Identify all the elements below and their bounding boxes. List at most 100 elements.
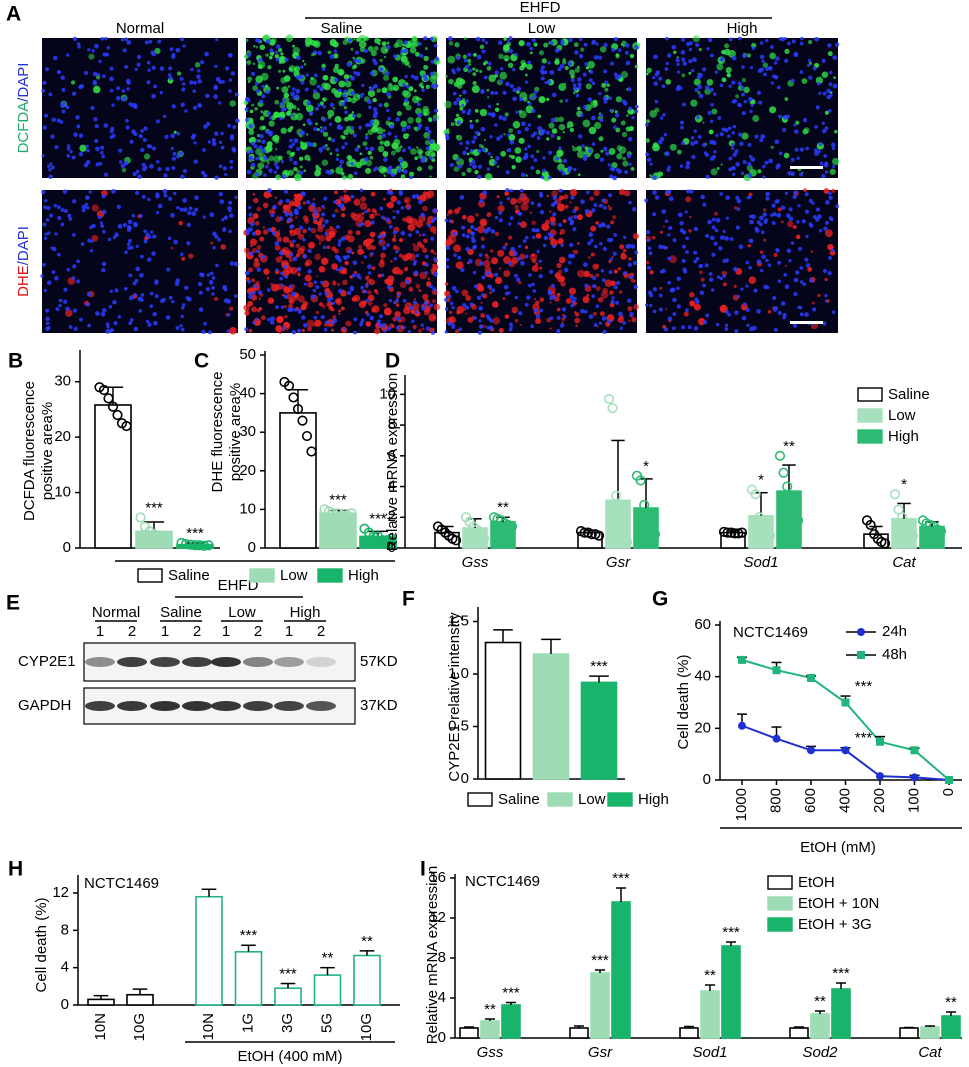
nucleus — [668, 225, 673, 231]
nucleus — [793, 123, 797, 127]
nucleus — [350, 194, 355, 199]
nucleus — [403, 98, 409, 103]
nucleus — [388, 224, 393, 229]
nucleus — [686, 189, 690, 194]
nucleus — [168, 76, 173, 81]
signal-speck — [345, 320, 352, 327]
nucleus — [263, 173, 267, 177]
signal-speck — [724, 48, 731, 56]
signal-speck — [365, 243, 373, 250]
nucleus — [164, 134, 169, 140]
nucleus — [490, 229, 496, 234]
nucleus — [597, 223, 603, 228]
nucleus — [602, 329, 607, 334]
signal-speck — [220, 244, 227, 250]
nucleus — [491, 288, 496, 293]
nucleus — [135, 190, 140, 195]
nucleus — [319, 128, 325, 134]
nucleus — [163, 173, 168, 178]
nucleus — [632, 207, 637, 212]
nucleus — [621, 99, 626, 104]
bar — [501, 1004, 521, 1039]
nucleus — [556, 328, 560, 333]
signal-speck — [392, 210, 395, 213]
data-point — [107, 401, 119, 412]
x-tick-label: 3G — [279, 1013, 296, 1033]
row-label-part: /DAPI — [15, 63, 32, 102]
nucleus — [63, 287, 68, 292]
signal-speck — [429, 175, 432, 178]
signal-speck — [282, 69, 286, 73]
nucleus — [209, 212, 215, 218]
nucleus — [328, 122, 333, 127]
nucleus — [359, 322, 363, 327]
signal-speck — [535, 233, 542, 239]
nucleus — [451, 305, 455, 310]
significance: *** — [502, 984, 520, 1001]
nucleus — [593, 203, 598, 208]
legend-swatch — [857, 408, 883, 423]
inner-label: NCTC1469 — [465, 873, 540, 890]
data-point — [935, 525, 947, 537]
nucleus — [55, 307, 60, 312]
nucleus — [795, 270, 800, 275]
nucleus — [300, 130, 306, 136]
nucleus — [589, 70, 594, 75]
signal-speck — [178, 220, 183, 226]
signal-speck — [400, 120, 408, 128]
signal-speck — [367, 294, 375, 302]
nucleus — [102, 229, 106, 234]
data-point — [586, 529, 597, 540]
nucleus — [671, 44, 677, 50]
signal-speck — [334, 208, 339, 213]
nucleus — [153, 84, 158, 89]
nucleus — [372, 107, 378, 112]
nucleus — [459, 195, 465, 200]
nucleus — [42, 262, 46, 267]
signal-speck — [396, 246, 401, 251]
lane-label: High — [290, 604, 321, 621]
nucleus — [369, 71, 375, 76]
nucleus — [747, 142, 752, 147]
signal-speck — [448, 78, 454, 85]
line — [741, 658, 950, 781]
blot-band — [117, 701, 147, 711]
nucleus — [493, 160, 498, 165]
nucleus — [423, 76, 429, 82]
nucleus — [99, 221, 104, 225]
nucleus — [99, 150, 104, 155]
signal-speck — [170, 246, 174, 250]
nucleus — [562, 314, 567, 319]
data-point — [103, 393, 114, 404]
nucleus — [788, 207, 793, 212]
nucleus — [313, 315, 318, 320]
nucleus — [568, 37, 573, 43]
nucleus — [449, 162, 455, 168]
signal-speck — [492, 301, 499, 308]
signal-speck — [711, 108, 718, 115]
signal-speck — [427, 165, 433, 171]
nucleus — [676, 62, 680, 67]
data-point — [879, 538, 891, 549]
blot-band — [243, 701, 273, 711]
signal-speck — [302, 59, 305, 63]
nucleus — [706, 47, 710, 51]
nucleus — [386, 169, 392, 175]
nucleus — [305, 73, 309, 77]
nucleus — [199, 60, 205, 65]
nucleus — [363, 255, 368, 259]
nucleus — [180, 174, 185, 179]
signal-speck — [590, 252, 595, 257]
marker — [876, 772, 884, 781]
nucleus — [370, 251, 374, 256]
nucleus — [693, 326, 699, 331]
bar — [831, 988, 851, 1039]
nucleus — [124, 250, 128, 255]
nucleus — [87, 323, 91, 328]
nucleus — [140, 147, 145, 153]
nucleus — [771, 203, 776, 208]
nucleus — [294, 211, 300, 216]
signal-speck — [582, 119, 591, 128]
signal-speck — [608, 148, 616, 155]
nucleus — [209, 271, 214, 276]
